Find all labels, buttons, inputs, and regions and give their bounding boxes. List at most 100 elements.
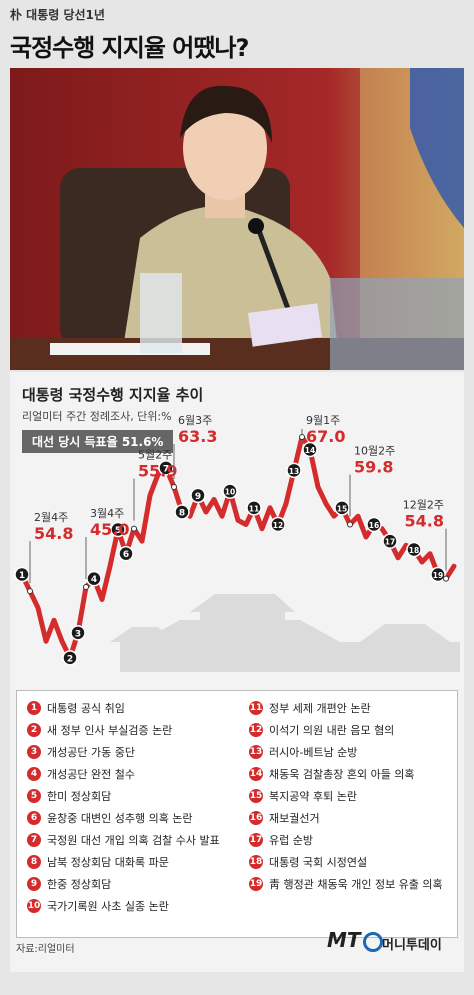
marker-number: 19 bbox=[433, 571, 443, 580]
legend-item-14: 14 채동욱 검찰총장 혼외 아들 의혹 bbox=[249, 763, 464, 785]
legend-number-badge: 6 bbox=[27, 811, 41, 825]
legend-item-11: 11 정부 세제 개편안 논란 bbox=[249, 697, 464, 719]
legend-text: 국정원 대선 개입 의혹 검찰 수사 발표 bbox=[47, 834, 220, 847]
annotation-value: 67.0 bbox=[306, 427, 345, 446]
event-marker-5: 5 bbox=[110, 521, 126, 538]
annotation-point bbox=[131, 525, 137, 532]
logo-circle-icon bbox=[362, 931, 383, 952]
event-marker-14: 14 bbox=[302, 441, 318, 458]
election-vote-badge: 대선 당시 득표율 51.6% bbox=[22, 430, 174, 453]
annotation-date: 10월2주 bbox=[354, 445, 395, 458]
annotation-date: 6월3주 bbox=[178, 414, 212, 427]
annotation-point bbox=[299, 434, 305, 440]
annotation-date: 12월2주 bbox=[403, 499, 444, 512]
marker-number: 16 bbox=[369, 521, 379, 530]
marker-dot bbox=[406, 541, 422, 558]
annotation-point bbox=[443, 575, 449, 582]
marker-dot bbox=[62, 650, 78, 666]
marker-number: 12 bbox=[273, 521, 283, 530]
legend-number-badge: 12 bbox=[249, 723, 263, 737]
legend-item-17: 17 유럽 순방 bbox=[249, 829, 464, 851]
marker-number: 14 bbox=[305, 446, 315, 455]
marker-number: 9 bbox=[195, 492, 201, 502]
legend-text: 한미 정상회담 bbox=[47, 790, 112, 803]
marker-dot bbox=[430, 566, 446, 583]
marker-number: 8 bbox=[179, 509, 185, 519]
legend-text: 한중 정상회담 bbox=[47, 878, 112, 891]
legend-number-badge: 18 bbox=[249, 855, 263, 869]
legend-item-7: 7 국정원 대선 개입 의혹 검찰 수사 발표 bbox=[27, 829, 242, 851]
marker-number: 1 bbox=[19, 571, 25, 581]
chart-subtitle: 리얼미터 주간 정례조사, 단위:% bbox=[22, 410, 172, 423]
chart-title: 대통령 국정수행 지지율 추이 bbox=[22, 386, 204, 404]
legend-text: 복지공약 후퇴 논란 bbox=[269, 790, 357, 803]
legend-text: 대통령 국회 시정연설 bbox=[269, 856, 368, 869]
event-marker-11: 11 bbox=[246, 500, 262, 516]
event-marker-19: 19 bbox=[430, 566, 446, 583]
legend-number-badge: 11 bbox=[249, 701, 263, 715]
legend-text: 유럽 순방 bbox=[269, 834, 313, 847]
marker-number: 6 bbox=[123, 550, 129, 560]
legend-number-badge: 13 bbox=[249, 745, 263, 759]
legend-item-4: 4 개성공단 완전 철수 bbox=[27, 763, 242, 785]
marker-number: 3 bbox=[75, 629, 81, 639]
legend-item-8: 8 남북 정상회담 대화록 파문 bbox=[27, 851, 242, 873]
legend-column-left: 1 대통령 공식 취임 2 새 정부 인사 부실검증 논란 3 개성공단 가동 중단 4 개성… bbox=[27, 697, 242, 917]
marker-dot bbox=[190, 487, 206, 504]
annotation-value: 59.8 bbox=[354, 458, 393, 477]
event-marker-10: 10 bbox=[222, 483, 238, 499]
event-marker-1: 1 bbox=[14, 566, 30, 583]
marker-number: 4 bbox=[91, 575, 97, 585]
marker-number: 18 bbox=[409, 546, 419, 555]
legend-number-badge: 7 bbox=[27, 833, 41, 847]
event-marker-4: 4 bbox=[86, 570, 102, 587]
annotation-point bbox=[171, 484, 177, 490]
annotation-value: 55.9 bbox=[138, 462, 177, 481]
annotation-point bbox=[347, 521, 353, 528]
legend-number-badge: 5 bbox=[27, 789, 41, 803]
marker-dot bbox=[86, 570, 102, 587]
headline: 국정수행 지지율 어땠나? bbox=[10, 34, 249, 62]
marker-dot bbox=[110, 521, 126, 538]
annotation-date: 5월2주 bbox=[138, 449, 172, 462]
legend-item-3: 3 개성공단 가동 중단 bbox=[27, 741, 242, 763]
marker-number: 17 bbox=[385, 538, 395, 547]
legend-text: 국가기록원 사초 실종 논란 bbox=[47, 900, 169, 913]
marker-number: 10 bbox=[225, 488, 235, 497]
legend-number-badge: 17 bbox=[249, 833, 263, 847]
legend-number-badge: 1 bbox=[27, 701, 41, 715]
event-marker-16: 16 bbox=[366, 516, 382, 533]
event-marker-2: 2 bbox=[62, 650, 78, 666]
marker-dot bbox=[270, 516, 286, 533]
legend-item-16: 16 재보궐선거 bbox=[249, 807, 464, 829]
publisher-name: 머니투데이 bbox=[382, 938, 442, 953]
legend-text: 대통령 공식 취임 bbox=[47, 702, 125, 715]
legend-item-18: 18 대통령 국회 시정연설 bbox=[249, 851, 464, 873]
marker-dot bbox=[246, 500, 262, 516]
legend-item-1: 1 대통령 공식 취임 bbox=[27, 697, 242, 719]
legend-item-6: 6 윤창중 대변인 성추행 의혹 논란 bbox=[27, 807, 242, 829]
legend-column-right: 11 정부 세제 개편안 논란 12 이석기 의원 내란 음모 혐의 13 러시아-베트남… bbox=[249, 697, 464, 895]
annotation-date: 3월4주 bbox=[90, 507, 124, 520]
legend-item-5: 5 한미 정상회담 bbox=[27, 785, 242, 807]
event-legend: 1 대통령 공식 취임 2 새 정부 인사 부실검증 논란 3 개성공단 가동 중단 4 개성… bbox=[16, 690, 458, 938]
legend-text: 靑 행정관 채동욱 개인 정보 유출 의혹 bbox=[269, 878, 443, 891]
chart-panel: 대통령 국정수행 지지율 추이 리얼미터 주간 정례조사, 단위:% 대선 당시… bbox=[10, 372, 464, 972]
vote-label: 대선 당시 득표율 bbox=[32, 435, 118, 449]
event-marker-18: 18 bbox=[406, 541, 422, 558]
legend-text: 개성공단 완전 철수 bbox=[47, 768, 135, 781]
legend-text: 러시아-베트남 순방 bbox=[269, 746, 358, 759]
annotation-point bbox=[83, 584, 89, 590]
legend-item-9: 9 한중 정상회담 bbox=[27, 873, 242, 895]
annotation-value: 54.8 bbox=[405, 512, 444, 531]
marker-number: 11 bbox=[249, 504, 259, 513]
event-marker-8: 8 bbox=[174, 504, 190, 520]
event-marker-12: 12 bbox=[270, 516, 286, 533]
annotation-date: 2월4주 bbox=[34, 511, 68, 524]
